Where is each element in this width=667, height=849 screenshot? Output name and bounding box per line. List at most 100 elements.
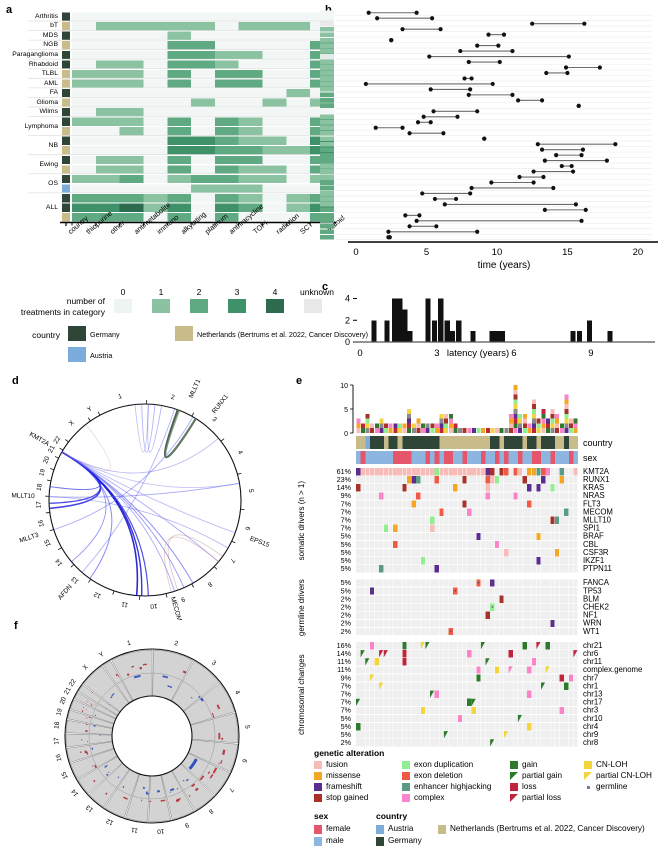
panel-d-gene-label: MLLT10 — [11, 492, 35, 500]
panel-b-xtick: 20 — [633, 247, 644, 258]
panel-e-legend-item-label: loss — [522, 782, 537, 791]
panel-a-legend-swatch — [304, 299, 322, 313]
panel-e-gene-pct: 5% — [341, 714, 352, 723]
panel-e-gene-name: chr7 — [583, 673, 598, 682]
panel-e-gene-name: chr21 — [583, 641, 603, 650]
panel-f-chr-label: 9 — [183, 821, 189, 829]
panel-d-letter: d — [12, 375, 19, 387]
panel-e-gene-name: FLT3 — [583, 499, 601, 508]
panel-d-gene-label: MLLT1 — [188, 380, 203, 399]
panel-e-legend-swatch — [314, 772, 322, 780]
panel-a-row-label: Paraganglioma — [12, 50, 58, 58]
panel-e-legend-item-label: CN-LOH — [596, 760, 628, 769]
panel-e-gene-name: FANCA — [583, 578, 610, 587]
panel-a-col-label: TOPi — [250, 218, 269, 236]
panel-a-col-label: SCT — [298, 219, 316, 236]
panel-e-gene-name: chr6 — [583, 649, 598, 658]
panel-c-ytick: 0 — [345, 337, 350, 347]
panel-e-gene-pct: 7% — [341, 516, 352, 525]
panel-f-chr-label: 3 — [210, 659, 218, 667]
panel-e-gene-pct: 9% — [341, 673, 352, 682]
panel-f-chr-label: 18 — [53, 721, 61, 729]
panel-e-gene-name: CSF3R — [583, 548, 609, 557]
panel-d-gene-label: MLLT3 — [19, 532, 40, 545]
panel-e-gene-pct: 5% — [341, 532, 352, 541]
panel-c-histogram: 0 2 4 0 3 6 9 latency (years) — [320, 280, 667, 375]
panel-a-legend-swatch — [228, 299, 246, 313]
panel-e-ytick: 10 — [340, 383, 348, 390]
panel-a-legend-title: number of — [66, 296, 105, 306]
panel-a-legend-value: 2 — [196, 287, 202, 297]
panel-f-chr-label: 4 — [233, 689, 241, 696]
panel-a-country-item-label: Austria — [90, 351, 113, 360]
panel-a-heatmap — [0, 0, 340, 235]
panel-e-legend-swatch — [510, 794, 518, 802]
panel-e-gene-pct: 5% — [341, 564, 352, 573]
panel-d-chr-label: 6 — [243, 526, 251, 532]
panel-e-legend-swatch — [314, 761, 322, 769]
panel-e-legend-item-label: partial loss — [522, 793, 562, 802]
panel-c-xlabel: latency (years) — [447, 348, 509, 359]
panel-e-legend-swatch — [510, 772, 518, 780]
panel-e-gene-pct: 61% — [337, 467, 352, 476]
panel-f-chr-label: 7 — [227, 786, 235, 793]
panel-e-legend-swatch — [510, 761, 518, 769]
panel-c-ytick: 2 — [345, 315, 350, 325]
panel-e-gene-name: MLLT10 — [583, 516, 612, 525]
panel-a-row-label: NB — [48, 141, 58, 149]
panel-e-gene-pct: 5% — [341, 548, 352, 557]
panel-e-gene-pct: 2% — [341, 603, 352, 612]
panel-f-chr-label: 16 — [55, 753, 64, 762]
panel-d-chr-label: 18 — [36, 483, 44, 491]
panel-d-chr-label: Y — [86, 405, 94, 414]
panel-c-xtick: 0 — [357, 348, 362, 359]
panel-e-legend-swatch — [586, 786, 590, 789]
panel-e-gene-pct: 2% — [341, 619, 352, 628]
panel-e-sex-item-label: male — [326, 836, 344, 845]
panel-d-chr-label: 7 — [228, 557, 236, 564]
panel-e-legend-item-label: gain — [522, 760, 538, 769]
panel-d-chr-label: 8 — [206, 580, 213, 588]
panel-e-gene-pct: 5% — [341, 578, 352, 587]
panel-d-gene-label: KMT2A — [28, 431, 51, 448]
panel-f-chr-label: 10 — [156, 827, 164, 835]
panel-e-legend-swatch — [314, 794, 322, 802]
panel-e-gene-name: IKZF1 — [583, 556, 604, 565]
panel-e-gene-pct: 7% — [341, 524, 352, 533]
panel-d-chr-label: 10 — [150, 602, 158, 610]
panel-e-legend: genetic alteration fusion missense frameshi… — [314, 748, 667, 849]
panel-a-row-label: NGB — [43, 41, 58, 49]
panel-e-legend-item-label: frameshift — [326, 782, 362, 791]
panel-f-chr-label: 8 — [207, 807, 214, 815]
panel-e-gene-name: NRAS — [583, 491, 605, 500]
panel-e-country-swatch — [376, 825, 384, 834]
panel-d-chr-label: X — [68, 419, 76, 428]
panel-e-country-item-label: Austria — [388, 824, 414, 833]
panel-e-gene-name: chr17 — [583, 698, 603, 707]
panel-f-chr-label: 17 — [53, 737, 60, 745]
panel-a-letter: a — [6, 4, 13, 16]
panel-a-legend-swatch — [152, 299, 170, 313]
panel-a-country-item-label: Netherlands (Bertrums et al. 2022, Cance… — [197, 330, 368, 339]
panel-a-row-label: AML — [44, 79, 58, 87]
panel-e-oncoprint: 0 5 10 country sex 61% KMT2A 23% RUNX1 14% KRAS 9% N… — [290, 375, 667, 747]
panel-a-col-label: alkylating — [179, 209, 208, 236]
panel-e-gene-name: KMT2A — [583, 467, 610, 476]
panel-a-col-label: other — [107, 218, 127, 236]
panel-e-gene-name: CHEK2 — [583, 603, 609, 612]
panel-a-row-label: Lymphoma — [24, 122, 58, 130]
panel-e-legend-item-label: partial CN-LOH — [596, 771, 652, 780]
panel-e-annotation-label: sex — [583, 453, 598, 463]
panel-e-group-label: chromosomal changes — [297, 654, 306, 734]
panel-a-row-label: Ewing — [39, 160, 58, 168]
panel-a-row-label: FA — [49, 89, 58, 97]
panel-e-gene-pct: 14% — [337, 649, 352, 658]
panel-f-chr-label: 19 — [55, 707, 64, 716]
panel-f-chr-label: 14 — [70, 787, 80, 797]
panel-e-gene-name: chr4 — [583, 722, 599, 731]
panel-e-gene-name: TP53 — [583, 586, 602, 595]
panel-e-legend-swatch — [584, 772, 592, 780]
panel-e-legend-swatch — [584, 761, 592, 769]
panel-f-chr-label: 22 — [68, 678, 78, 688]
panel-f-chr-label: 20 — [59, 696, 68, 706]
